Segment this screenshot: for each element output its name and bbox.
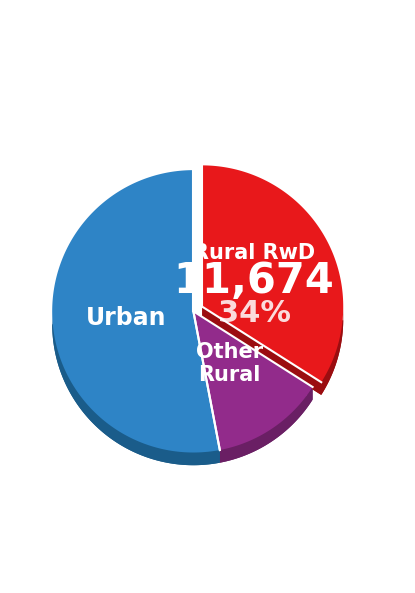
Polygon shape: [193, 311, 312, 400]
Polygon shape: [193, 311, 312, 450]
Polygon shape: [321, 308, 343, 395]
Polygon shape: [193, 311, 220, 463]
Text: 11,674: 11,674: [173, 260, 334, 302]
Polygon shape: [193, 324, 312, 463]
Polygon shape: [52, 324, 220, 466]
Polygon shape: [52, 170, 220, 452]
Polygon shape: [52, 312, 220, 466]
Text: Urban: Urban: [85, 306, 166, 330]
Text: Rural RwD: Rural RwD: [193, 243, 315, 263]
Polygon shape: [202, 319, 343, 395]
Polygon shape: [220, 387, 312, 463]
Text: Other
Rural: Other Rural: [195, 342, 263, 385]
Polygon shape: [202, 165, 343, 382]
Text: 34%: 34%: [217, 299, 290, 328]
Polygon shape: [202, 307, 321, 395]
Polygon shape: [193, 311, 220, 463]
